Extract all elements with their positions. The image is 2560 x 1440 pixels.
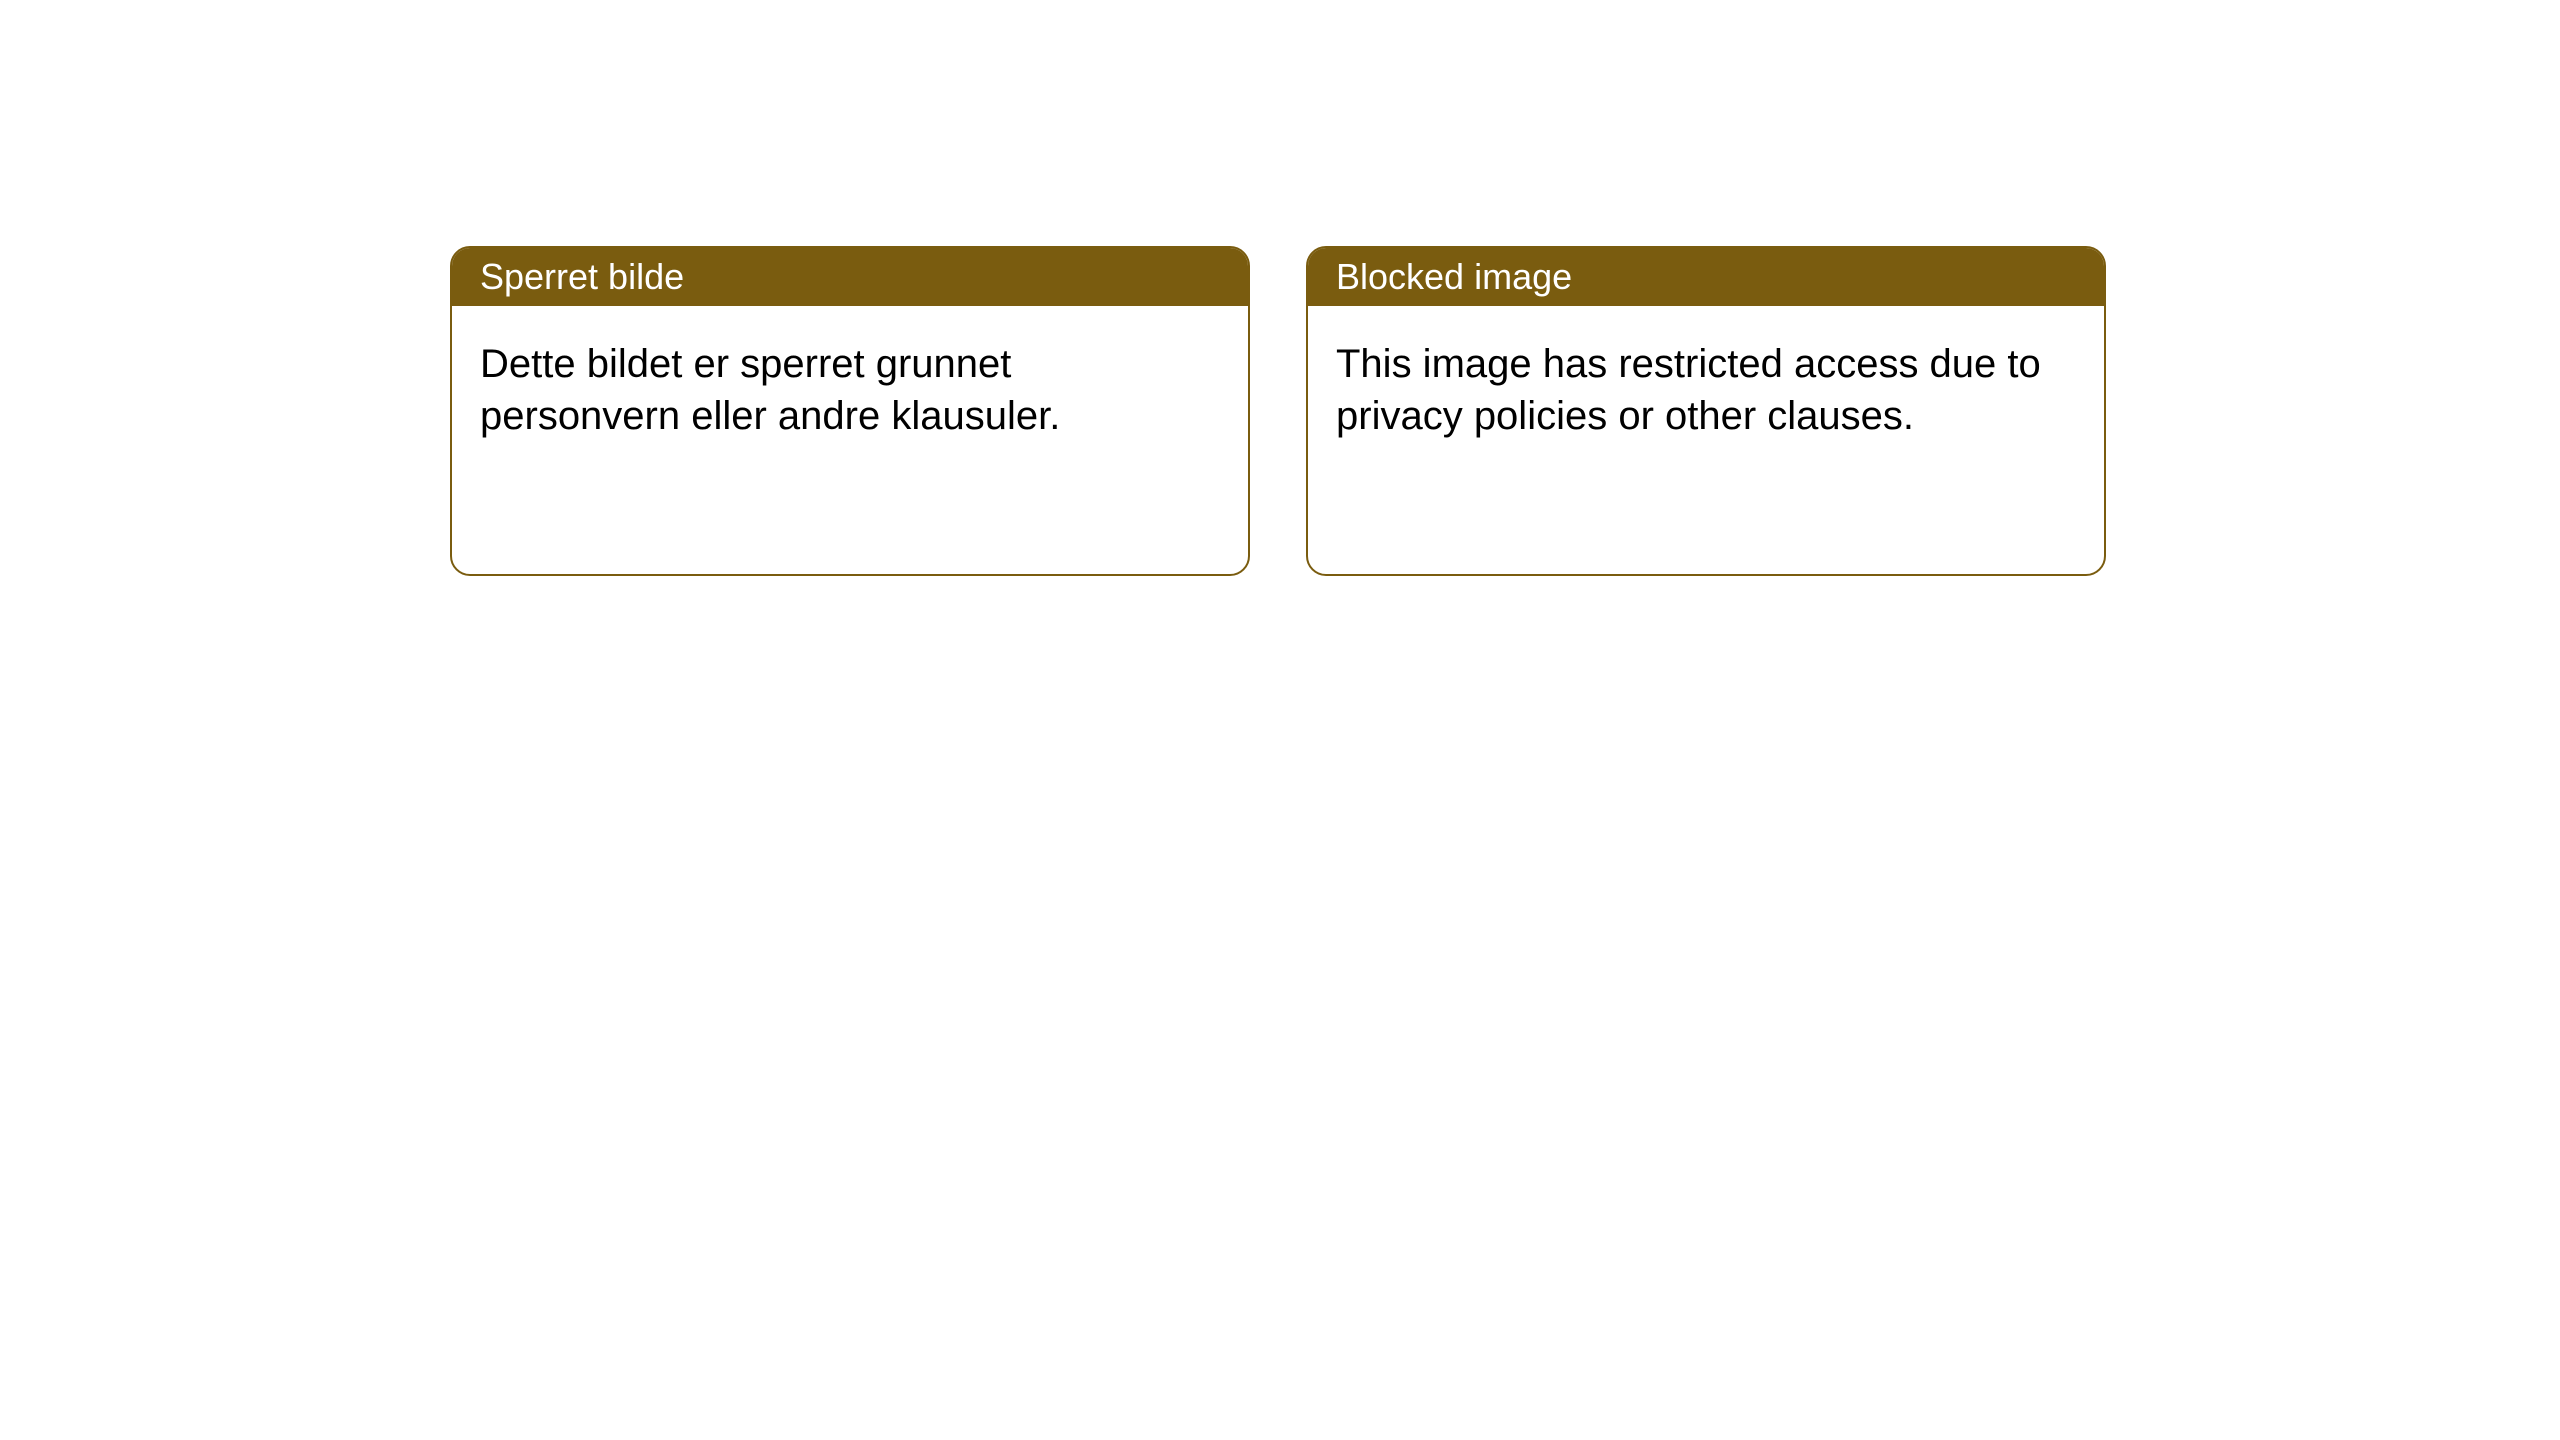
notice-card-norwegian: Sperret bilde Dette bildet er sperret gr… bbox=[450, 246, 1250, 576]
notice-container: Sperret bilde Dette bildet er sperret gr… bbox=[450, 246, 2106, 576]
notice-card-english: Blocked image This image has restricted … bbox=[1306, 246, 2106, 576]
notice-header: Sperret bilde bbox=[452, 248, 1248, 306]
notice-header: Blocked image bbox=[1308, 248, 2104, 306]
notice-body: This image has restricted access due to … bbox=[1308, 306, 2104, 474]
notice-body: Dette bildet er sperret grunnet personve… bbox=[452, 306, 1248, 474]
